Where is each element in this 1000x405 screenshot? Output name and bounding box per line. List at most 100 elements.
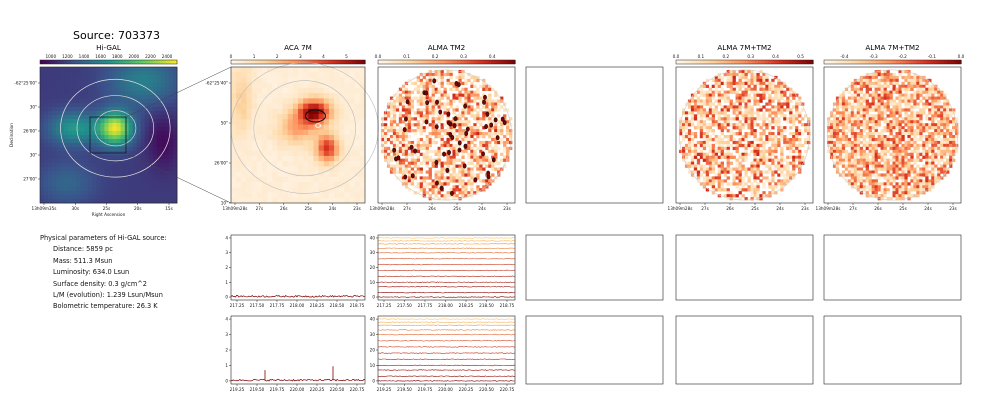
alma7mtm2a-pixel: [762, 123, 766, 127]
alma7mtm2b-pixel: [883, 102, 887, 106]
alma7mtm2b-pixel: [898, 108, 902, 112]
higal-pixel: [116, 191, 121, 196]
aca7m-pixel: [292, 145, 299, 152]
aca7m-pixel: [323, 87, 330, 94]
aca7m-pixel: [354, 166, 361, 173]
alma7mtm2a-pixel: [795, 149, 799, 154]
higal-pixel: [108, 79, 113, 84]
higal-pixel: [60, 103, 65, 108]
alma7mtm2a-pixel: [738, 126, 742, 130]
alma7mtm2a-pixel: [720, 123, 724, 127]
almatm2-pixel: [404, 105, 409, 109]
alma7mtm2b-pixel: [865, 105, 869, 109]
aca7m-pixel: [287, 166, 294, 173]
higal-pixel: [152, 123, 158, 128]
higal-pixel: [152, 91, 158, 96]
alma7mtm2a-pixel: [747, 176, 751, 180]
alma7mtm2b-pixel: [892, 102, 896, 106]
alma7mtm2b-pixel: [892, 75, 896, 80]
almatm2-pixel: [467, 191, 471, 195]
higal-pixel: [128, 195, 134, 200]
aca7m-pixel: [267, 176, 273, 183]
aca7m-pixel: [344, 176, 350, 183]
colorbar-tick-label: 5: [345, 54, 348, 59]
almatm2-pixel: [419, 152, 423, 156]
almatm2-pixel: [428, 105, 432, 109]
higal-pixel: [128, 159, 134, 164]
y-tick-label: 50": [221, 121, 228, 126]
alma7mtm2a-pixel: [723, 90, 727, 94]
alma7mtm2b-pixel: [889, 126, 893, 130]
almatm2-pixel: [401, 176, 406, 180]
almatm2-pixel: [464, 117, 468, 121]
aca7m-pixel: [261, 145, 268, 152]
colorbar-segment: [314, 60, 319, 64]
figure-title: Source: 703373: [73, 29, 160, 42]
aca7m-pixel: [236, 155, 242, 162]
colorbar-tick-label: 0.1: [403, 54, 410, 59]
alma7mtm2b-pixel: [856, 78, 861, 83]
higal-pixel: [120, 71, 126, 76]
higal-pixel: [76, 163, 81, 168]
higal-pixel: [112, 111, 117, 116]
alma7mtm2a-pixel: [684, 132, 689, 136]
alma7mtm2a-pixel: [714, 173, 718, 177]
almatm2-pixel: [491, 114, 495, 118]
higal-pixel: [96, 83, 101, 88]
alma7mtm2b-pixel: [841, 96, 846, 100]
alma7mtm2b-pixel: [844, 126, 849, 130]
aca7m-pixel: [318, 140, 325, 146]
alma7mtm2b-pixel: [868, 87, 872, 91]
almatm2-pixel: [443, 132, 447, 136]
alma7mtm2a-pixel: [753, 93, 757, 97]
almatm2-pixel: [476, 167, 480, 171]
higal-pixel: [64, 119, 69, 124]
almatm2-pixel: [491, 132, 495, 136]
almatm2-pixel: [491, 102, 495, 106]
aca7m-pixel: [282, 135, 289, 141]
higal-image: 13h09m35s 30s 25s 20s 15s-62°25'00"30"26'00"…: [9, 67, 178, 217]
alma7mtm2a-pixel: [762, 132, 766, 136]
alma7mtm2a-pixel: [807, 146, 811, 151]
alma7mtm2a-pixel: [798, 120, 802, 124]
alma7mtm2a-pixel: [786, 140, 790, 145]
alma7mtm2b-pixel: [910, 81, 914, 86]
aca7m-pixel: [292, 93, 299, 99]
almatm2-pixel: [398, 93, 403, 97]
colorbar-tick-label: -0.4: [840, 54, 849, 59]
almatm2-pixel: [419, 72, 423, 77]
alma7mtm2a-pixel: [792, 167, 796, 171]
aca7m-pixel: [261, 171, 268, 178]
alma7mtm2a-pixel: [753, 170, 757, 174]
alma7mtm2a-pixel: [774, 137, 778, 142]
alma7mtm2a-pixel: [783, 140, 787, 145]
alma7mtm2a-pixel: [801, 143, 805, 148]
almatm2-pixel: [467, 105, 471, 109]
higal-pixel: [68, 91, 73, 96]
higal-pixel: [144, 199, 150, 204]
alma7mtm2a-pixel: [798, 155, 802, 159]
alma7mtm2a-pixel: [777, 158, 781, 162]
alma7mtm2b-pixel: [913, 96, 917, 100]
almatm2-pixel: [470, 158, 474, 162]
aca7m-pixel: [272, 150, 278, 157]
almatm2-pixel: [431, 84, 435, 88]
alma7mtm2a-pixel: [777, 81, 781, 86]
higal-pixel: [136, 87, 142, 92]
almatm2-pixel: [464, 194, 468, 198]
almatm2-pixel: [503, 108, 507, 112]
almatm2-pixel: [491, 137, 495, 142]
almatm2-source-spot: [482, 99, 486, 105]
higal-pixel: [88, 187, 93, 192]
almatm2-pixel: [488, 93, 492, 97]
almatm2-pixel: [452, 137, 456, 142]
alma7mtm2a-pixel: [708, 99, 713, 103]
almatm2-pixel: [416, 120, 420, 124]
alma7mtm2a-pixel: [720, 149, 724, 154]
higal-pixel: [164, 115, 170, 120]
aca7m-pixel: [251, 192, 258, 199]
almatm2-pixel: [437, 149, 441, 154]
higal-pixel: [172, 99, 178, 104]
alma7mtm2a-pixel: [756, 137, 760, 142]
alma7mtm2a-pixel: [738, 102, 742, 106]
